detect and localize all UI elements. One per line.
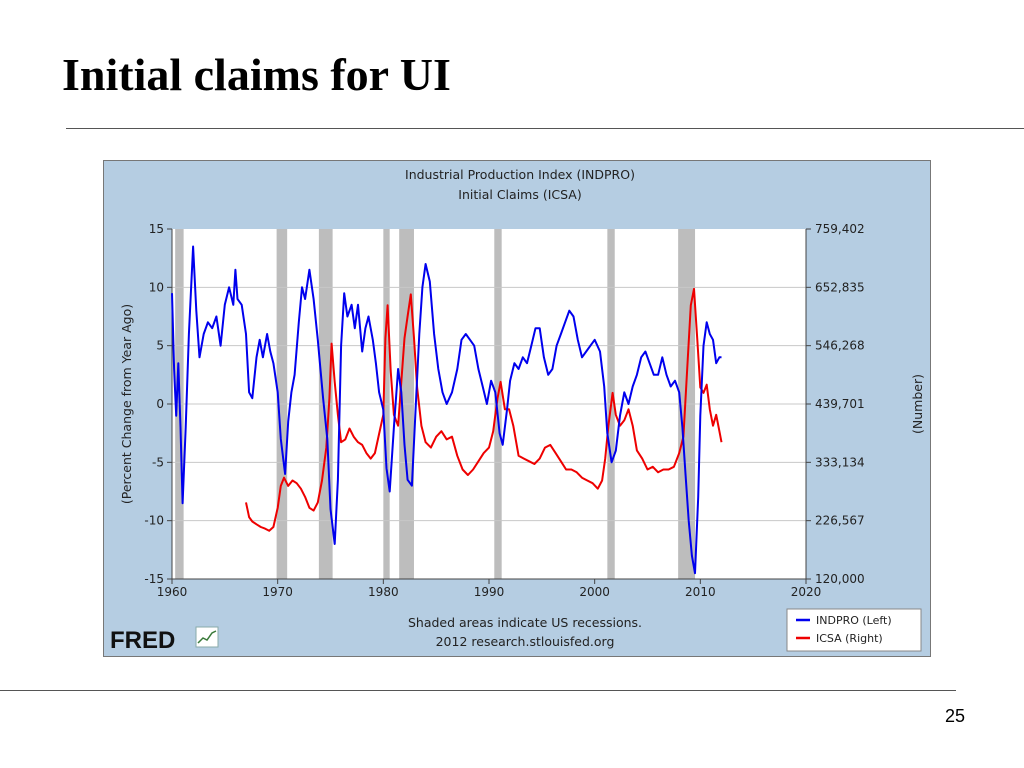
axis-ticks: -15 -10 -5 0 5 10 15 120,000 226,567 333,134 439,7… bbox=[144, 222, 864, 599]
fred-chart-panel: -15 -10 -5 0 5 10 15 120,000 226,567 333,134 439,7… bbox=[103, 160, 931, 657]
y-right-tick-label: 226,567 bbox=[815, 514, 865, 528]
series-line-indpro bbox=[171, 245, 722, 575]
legend-box bbox=[786, 608, 922, 652]
chart-title: Industrial Production Index (INDPRO) bbox=[405, 167, 635, 182]
fred-logo-text: FRED bbox=[110, 627, 175, 654]
fred-chart: -15 -10 -5 0 5 10 15 120,000 226,567 333,134 439,7… bbox=[110, 167, 925, 654]
x-tick-label: 1990 bbox=[474, 585, 505, 599]
y-axis-left-label: (Percent Change from Year Ago) bbox=[119, 304, 134, 504]
title-divider bbox=[66, 128, 1024, 129]
x-tick-label: 1970 bbox=[262, 585, 293, 599]
y-right-tick-label: 439,701 bbox=[815, 397, 865, 411]
fred-logo: FRED bbox=[110, 626, 219, 654]
y-left-tick-label: 15 bbox=[149, 222, 164, 236]
y-left-tick-label: -10 bbox=[144, 514, 164, 528]
legend-label-indpro: INDPRO (Left) bbox=[816, 614, 892, 627]
y-right-tick-label: 546,268 bbox=[815, 339, 865, 353]
y-right-tick-label: 759,402 bbox=[815, 222, 865, 236]
fred-logo-graph-icon bbox=[195, 626, 219, 648]
y-right-tick-label: 333,134 bbox=[815, 455, 865, 469]
x-tick-label: 2010 bbox=[685, 585, 716, 599]
fred-logo-graph-line bbox=[197, 630, 217, 644]
y-right-tick-label: 120,000 bbox=[815, 572, 865, 586]
y-left-tick-label: -15 bbox=[144, 572, 164, 586]
chart-subtitle: Initial Claims (ICSA) bbox=[458, 187, 581, 202]
x-tick-label: 2000 bbox=[579, 585, 610, 599]
y-axis-right-label: (Number) bbox=[910, 374, 925, 434]
y-left-tick-label: 5 bbox=[156, 339, 164, 353]
recession-note: Shaded areas indicate US recessions. bbox=[408, 615, 642, 630]
page-number: 25 bbox=[944, 706, 965, 726]
y-left-tick-label: -5 bbox=[152, 455, 164, 469]
legend: INDPRO (Left) ICSA (Right) bbox=[786, 608, 922, 652]
x-tick-label: 2020 bbox=[791, 585, 822, 599]
series-line-icsa bbox=[245, 287, 723, 532]
y-right-tick-label: 652,835 bbox=[815, 280, 865, 294]
x-tick-label: 1980 bbox=[368, 585, 399, 599]
source-note: 2012 research.stlouisfed.org bbox=[436, 634, 615, 649]
y-left-tick-label: 10 bbox=[149, 280, 164, 294]
legend-label-icsa: ICSA (Right) bbox=[816, 632, 883, 645]
slide-title: Initial claims for UI bbox=[62, 49, 451, 100]
x-tick-label: 1960 bbox=[157, 585, 188, 599]
y-left-tick-label: 0 bbox=[156, 397, 164, 411]
series-lines bbox=[171, 245, 723, 575]
footer-divider bbox=[0, 690, 956, 691]
